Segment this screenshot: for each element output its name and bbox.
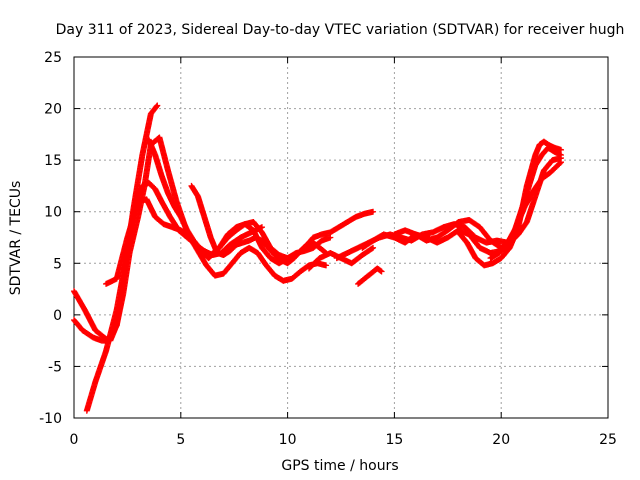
series-arc-2: [71, 134, 334, 344]
data-point: [369, 245, 376, 252]
x-tick-label: 5: [176, 432, 185, 448]
x-tick-label: 10: [279, 432, 297, 448]
y-axis-label: SDTVAR / TECUs: [8, 181, 24, 296]
data-point: [323, 262, 330, 269]
y-tick-label: 5: [53, 256, 62, 272]
x-tick-label: 15: [385, 432, 403, 448]
data-point: [370, 244, 377, 251]
x-axis-label: GPS time / hours: [281, 458, 398, 474]
data-point: [327, 234, 334, 241]
x-tick-label: 20: [492, 432, 510, 448]
y-tick-label: 0: [53, 308, 62, 324]
data-point: [558, 155, 565, 162]
y-tick-label: -10: [39, 411, 62, 427]
plot-frame: [73, 56, 609, 419]
series-arc-11: [391, 216, 505, 251]
data-points: [71, 102, 565, 414]
data-point: [153, 103, 160, 110]
y-tick-label: 15: [44, 153, 62, 169]
series-arc-12: [455, 138, 565, 269]
series-arc-7: [305, 244, 377, 272]
y-tick-label: 20: [44, 102, 62, 118]
axis-ticks: 0 5 10 15 20 25 -10 -5 0 5 10 15 20 25: [39, 50, 617, 448]
x-tick-label: 0: [70, 432, 79, 448]
y-tick-label: -5: [48, 359, 62, 375]
series-arc-15: [498, 155, 565, 251]
x-tick-label: 25: [599, 432, 617, 448]
data-point: [378, 268, 385, 275]
y-tick-label: 25: [44, 50, 62, 66]
data-point: [370, 208, 377, 215]
chart-title: Day 311 of 2023, Sidereal Day-to-day VTE…: [56, 22, 625, 38]
data-point: [154, 102, 161, 109]
series-arc-8: [355, 265, 385, 287]
data-point: [558, 146, 565, 153]
series-arc-6: [188, 182, 330, 267]
series-arc-4: [103, 196, 330, 287]
y-tick-label: 10: [44, 205, 62, 221]
